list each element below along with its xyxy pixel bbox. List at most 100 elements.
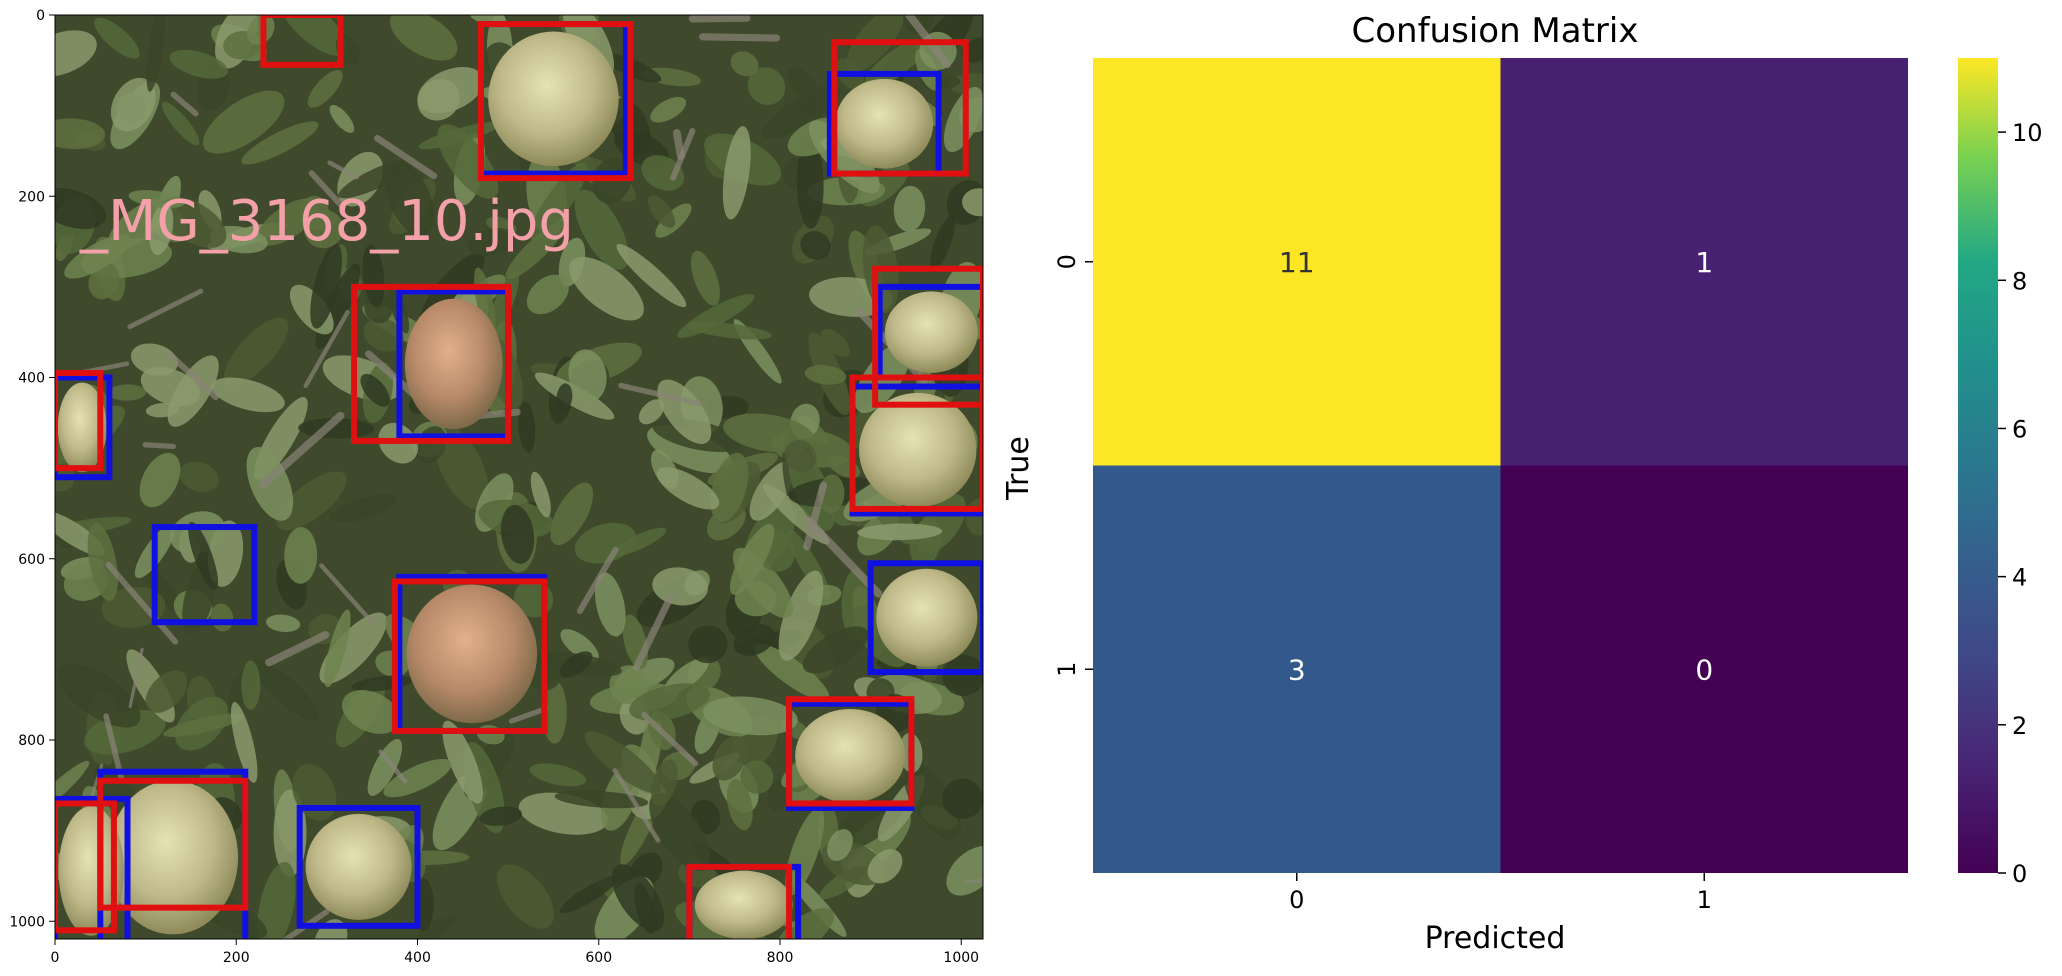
- branch: [803, 481, 828, 551]
- foliage-leaf: [230, 702, 258, 783]
- foliage-leaf: [101, 587, 166, 628]
- apple: [305, 813, 412, 920]
- ground-truth-box: [55, 795, 131, 939]
- foliage-leaf: [529, 763, 587, 787]
- foliage-leaf: [64, 234, 132, 279]
- prediction-box: [786, 696, 915, 807]
- heatmap-cell: [1093, 58, 1501, 466]
- y-tick-label: 400: [18, 371, 45, 387]
- foliage-leaf: [303, 209, 344, 249]
- colorbar-tick-label: 2: [2012, 712, 2027, 740]
- foliage-leaf: [55, 30, 97, 77]
- foliage-leaf: [804, 365, 847, 385]
- prediction-box: [872, 265, 983, 408]
- foliage-leaf: [87, 523, 118, 601]
- prediction-box: [831, 39, 969, 177]
- prediction-box: [97, 777, 249, 911]
- foliage-leaf: [442, 720, 483, 804]
- image-y-axis: 0 200 400 600 800 1000: [9, 8, 55, 930]
- foliage-leaf: [796, 138, 824, 229]
- ground-truth-box: [55, 374, 113, 481]
- foliage-leaf: [310, 243, 342, 329]
- x-tick-label: 0: [1289, 886, 1304, 914]
- apple: [107, 780, 239, 935]
- foliage-leaf: [649, 792, 710, 872]
- colorbar-tick-label: 0: [2012, 860, 2027, 888]
- branch: [103, 713, 125, 781]
- foliage-leaf: [942, 778, 983, 819]
- foliage-leaf: [726, 779, 753, 831]
- ground-truth-box: [867, 560, 983, 676]
- y-tick-label: 0: [36, 8, 45, 24]
- foliage-leaf: [139, 452, 181, 508]
- foliage-leaf: [505, 221, 566, 280]
- prediction-box: [55, 800, 117, 934]
- branch: [265, 631, 330, 667]
- foliage-leaf: [690, 250, 720, 306]
- foliage-leaf: [778, 570, 824, 661]
- foliage-leaf: [496, 864, 554, 929]
- foliage-leaf: [324, 609, 351, 688]
- foliage-leaf: [574, 189, 629, 270]
- foliage-leaf: [161, 101, 200, 146]
- foliage-leaf: [827, 829, 853, 862]
- foliage-leaf: [140, 367, 201, 407]
- colorbar-tick-label: 6: [2012, 415, 2027, 443]
- foliage-leaf: [433, 424, 490, 510]
- foliage-leaf: [656, 467, 720, 510]
- foliage-leaf: [251, 659, 320, 722]
- foliage-leaf: [568, 349, 607, 402]
- foliage-leaf: [284, 527, 318, 584]
- cell-value-label: 11: [1279, 246, 1315, 279]
- foliage-leaf: [224, 317, 289, 386]
- foliage-leaf: [550, 482, 594, 546]
- foliage-leaf: [128, 190, 185, 209]
- ground-truth-box: [296, 804, 421, 929]
- foliage-leaf: [542, 680, 567, 744]
- foliage-leaf: [609, 665, 649, 705]
- colorbar-axis: 0 2 4 6 8 10: [1998, 119, 2043, 888]
- foliage-leaf: [257, 862, 296, 939]
- apple: [488, 31, 619, 167]
- foliage-leaf: [188, 521, 219, 591]
- foliage-leaf: [820, 328, 850, 357]
- foliage-leaf: [594, 572, 626, 637]
- prediction-box: [55, 369, 104, 472]
- foliage-leaf: [942, 654, 983, 697]
- branch: [281, 909, 330, 939]
- foliage-leaf: [584, 731, 662, 794]
- branch: [672, 129, 685, 160]
- foliage-leaf: [163, 713, 245, 737]
- branch: [165, 350, 219, 401]
- foliage-leaf: [754, 643, 830, 701]
- image-filename-overlay: _MG_3168_10.jpg: [79, 189, 574, 254]
- x-tick-label: 1000: [943, 950, 979, 966]
- foliage-leaf: [479, 806, 523, 827]
- foliage-leaf: [276, 471, 347, 531]
- foliage-leaf: [280, 15, 348, 56]
- foliage-leaf: [802, 626, 869, 674]
- branch: [105, 561, 179, 645]
- prediction-box: [351, 283, 512, 444]
- chart-title: Confusion Matrix: [1352, 11, 1639, 51]
- foliage-leaf: [94, 17, 140, 59]
- foliage-leaf: [556, 383, 573, 412]
- apple: [859, 392, 977, 508]
- foliage-leaf: [179, 461, 219, 492]
- foliage-leaf: [710, 452, 749, 523]
- y-tick-label: 1: [1053, 662, 1081, 677]
- branch: [964, 878, 983, 884]
- apple: [694, 870, 793, 939]
- foliage-leaf: [703, 696, 798, 736]
- x-tick-label: 400: [404, 950, 431, 966]
- foliage-leaf: [360, 373, 390, 407]
- foliage-leaf: [638, 399, 665, 425]
- foliage-leaf: [747, 67, 786, 106]
- foliage-leaf: [962, 188, 983, 217]
- foliage-leaf: [775, 907, 835, 939]
- foliage-leaf: [730, 51, 759, 77]
- foliage-leaf: [634, 883, 656, 935]
- branch: [641, 712, 699, 767]
- foliage-leaf: [559, 651, 593, 678]
